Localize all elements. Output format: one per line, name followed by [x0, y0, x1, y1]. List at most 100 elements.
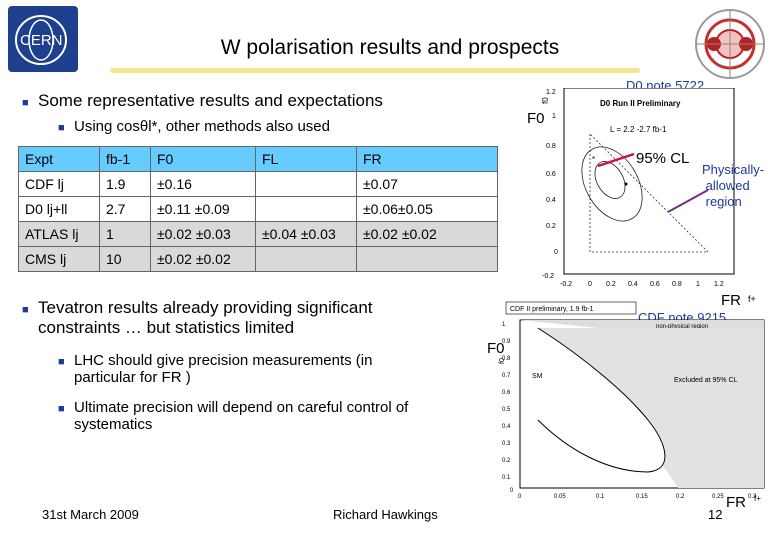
table-cell: ±0.07: [356, 171, 498, 197]
table-cell: 1: [99, 221, 151, 247]
d0-x-tick: 0.2: [606, 281, 616, 288]
d0-y-tick: 0.6: [546, 171, 556, 178]
table-cell: [255, 246, 357, 272]
table-cell: [255, 171, 357, 197]
table-row: CMS lj 10 ±0.02 ±0.02: [18, 246, 498, 272]
bullet-square-icon: ■: [58, 122, 65, 134]
cdf-x-tick: 0.25: [712, 494, 724, 500]
table-row: CDF lj 1.9 ±0.16 ±0.07: [18, 171, 498, 197]
cdf-y-tick: 0.3: [502, 441, 511, 447]
d0-x-label: FR: [721, 292, 741, 309]
cdf-y-tick: 1: [502, 322, 506, 328]
cdf-y-tick: 0.9: [502, 339, 511, 345]
d0-contour-outer: [581, 146, 643, 222]
bullet-main-1: ■ Some representative results and expecta…: [22, 91, 383, 110]
header-lumi: fb-1: [99, 146, 151, 172]
header-fr: FR: [356, 146, 498, 172]
d0-x-tick: 0: [588, 281, 592, 288]
cdf-y-tick: 0.6: [502, 390, 511, 396]
cl-arrow: [597, 152, 635, 168]
title-underline: [110, 68, 640, 73]
allowed-arrow: [667, 189, 709, 213]
bullet-square-icon: ■: [22, 304, 29, 316]
cdf-y-tick: 0.4: [502, 424, 511, 430]
cdf-nonphysical-shade: [520, 320, 764, 328]
d0-cl-label: 95% CL: [636, 150, 690, 167]
table-row: D0 lj+ll 2.7 ±0.11 ±0.09 ±0.06±0.05: [18, 196, 498, 222]
d0-y-tick: 1: [552, 113, 556, 120]
cdf-contour: [537, 327, 666, 473]
table-cell: ±0.16: [150, 171, 256, 197]
bullet-square-icon: ■: [58, 403, 65, 415]
cdf-header: CDF II preliminary, 1.9 fb-1: [510, 306, 594, 313]
d0-plot-frame: [563, 88, 735, 275]
table-cell: ±0.06±0.05: [356, 196, 498, 222]
bullet-sub-3: ■ Ultimate precision will depend on caref…: [58, 399, 409, 433]
table-cell: CMS lj: [18, 246, 100, 272]
header-fl: FL: [255, 146, 357, 172]
table-cell: 10: [99, 246, 151, 272]
cdf-x-label: FR: [726, 494, 746, 511]
footer-date: 31st March 2009: [42, 507, 139, 522]
table-cell: 2.7: [99, 196, 151, 222]
table-cell: [356, 246, 498, 272]
d0-physical-triangle: [589, 133, 709, 253]
cdf-x-tick: 0: [518, 494, 522, 500]
header-f0: F0: [150, 146, 256, 172]
bullet-square-icon: ■: [22, 97, 29, 109]
cdf-sm-label: SM: [532, 373, 543, 380]
table-cell: ±0.02 ±0.02: [356, 221, 498, 247]
cdf-y-tick: 0.5: [502, 407, 511, 413]
d0-y-label: F0: [527, 110, 545, 127]
d0-x-tick: 1: [696, 281, 700, 288]
d0-y-tick: 0.8: [546, 143, 556, 150]
d0-legend-lumi: L = 2.2 -2.7 fb-1: [610, 125, 667, 134]
bullet-sub-2: ■ LHC should give precision measurements …: [58, 352, 373, 386]
d0-x-tick: 0.8: [672, 281, 682, 288]
d0-y-tick: -0.2: [542, 273, 554, 280]
d0-x-tick: 0.4: [628, 281, 638, 288]
d0-y-tick: 0.2: [546, 223, 556, 230]
results-table: Expt fb-1 F0 FL FR CDF lj 1.9 ±0.16 ±0.0…: [18, 146, 498, 272]
slide-title: W polarisation results and prospects: [220, 36, 560, 59]
cdf-x-tick: 0.3: [748, 494, 757, 500]
d0-x-tick: -0.2: [560, 281, 572, 288]
cdf-plot: CDF II preliminary, 1.9 fb-1 f0 non-phys…: [499, 301, 765, 500]
cdf-y-tick: 0.2: [502, 458, 511, 464]
cdf-y-tick: 0: [510, 488, 514, 494]
d0-x-tick: 1.2: [714, 281, 724, 288]
d0-y-tick: 1.2: [546, 89, 556, 96]
table-cell: ±0.02 ±0.03: [150, 221, 256, 247]
cdf-header-box: [505, 301, 637, 315]
d0-plot: f0 D0 Run II Preliminary L = 2.2 -2.7 fb…: [541, 88, 735, 288]
cdf-x-tick: 0.2: [676, 494, 685, 500]
cdf-x-tick: 0.1: [596, 494, 605, 500]
cdf-y-tick: 0.8: [502, 356, 511, 362]
d0-axis-x-name: f+: [748, 294, 756, 304]
cdf-axis-x-name: f+: [754, 494, 761, 503]
d0-best-fit-star: *: [592, 155, 595, 164]
cdf-excluded-label: Excluded at 95% CL: [674, 377, 738, 384]
cdf-x-tick: 0.05: [554, 494, 566, 500]
bullet-main-2: ■ Tevatron results already providing sign…: [22, 298, 373, 337]
table-header-row: Expt fb-1 F0 FL FR: [18, 146, 498, 172]
d0-y-tick: 0.4: [546, 197, 556, 204]
cdf-y-label: F0: [487, 340, 505, 357]
cdf-x-tick: 0.15: [636, 494, 648, 500]
d0-axis-y-name: f0: [541, 97, 550, 104]
cdf-region-label: non-physical region: [656, 324, 708, 330]
cern-logo: CERN: [8, 6, 78, 72]
table-row: ATLAS lj 1 ±0.02 ±0.03 ±0.04 ±0.03 ±0.02…: [18, 221, 498, 247]
cdf-y-tick: 0.7: [502, 373, 511, 379]
table-cell: ±0.11 ±0.09: [150, 196, 256, 222]
d0-x-tick: 0.6: [650, 281, 660, 288]
cern-logo-text: CERN: [20, 32, 63, 49]
bullet-square-icon: ■: [58, 356, 65, 368]
bullet-sub-1: ■ Using cosθl*, other methods also used: [58, 118, 330, 135]
d0-y-tick: 0: [554, 249, 558, 256]
footer-author: Richard Hawkings: [333, 507, 438, 522]
d0-contour-inner: [594, 161, 626, 199]
event-display-logo: [684, 4, 776, 84]
d0-allowed-label: Physically- allowed region: [702, 162, 765, 209]
table-cell: ATLAS lj: [18, 221, 100, 247]
